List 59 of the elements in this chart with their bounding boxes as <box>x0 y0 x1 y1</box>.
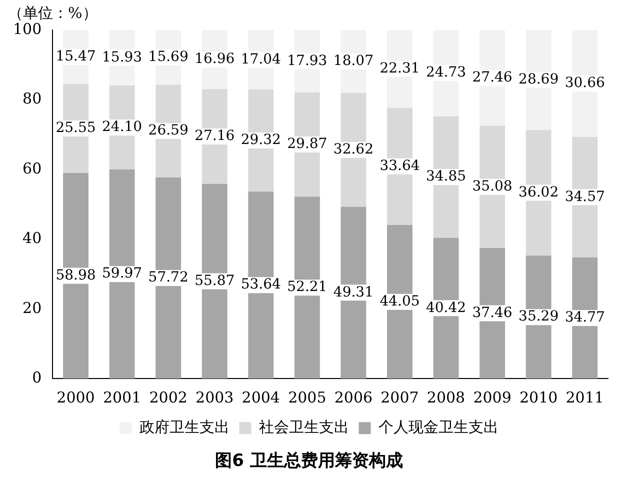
data-label: 57.72 <box>148 270 188 286</box>
legend-label: 社会卫生支出 <box>258 418 349 436</box>
data-label: 30.66 <box>564 75 605 92</box>
data-label: 17.04 <box>240 51 282 68</box>
data-label: 17.93 <box>287 52 328 69</box>
data-label: 24.73 <box>426 64 466 81</box>
data-label: 52.21 <box>287 279 328 296</box>
y-tick-label: 60 <box>22 159 42 178</box>
data-label: 26.59 <box>148 122 188 139</box>
data-label: 18.07 <box>333 53 374 70</box>
data-label: 53.64 <box>240 276 282 293</box>
data-label: 49.31 <box>333 284 374 300</box>
data-label: 28.69 <box>518 72 559 88</box>
data-label: 34.57 <box>564 188 605 205</box>
data-label: 35.08 <box>472 178 512 195</box>
data-label: 44.05 <box>380 293 420 310</box>
y-tick-label: 80 <box>22 90 42 108</box>
x-tick-label: 2001 <box>102 388 142 406</box>
data-label: 15.69 <box>148 48 188 65</box>
data-label: 27.46 <box>472 70 512 86</box>
data-label: 29.32 <box>240 132 281 148</box>
data-label: 33.64 <box>380 158 420 174</box>
x-tick-label: 2005 <box>288 388 326 406</box>
data-label: 24.10 <box>102 119 142 136</box>
y-tick-label: 0 <box>32 368 42 386</box>
x-tick-label: 2009 <box>473 388 512 406</box>
data-label: 34.77 <box>564 310 605 326</box>
y-axis-title: （单位：%） <box>8 4 98 22</box>
x-tick-label: 2007 <box>380 388 419 406</box>
data-label: 22.31 <box>380 60 420 77</box>
data-label: 32.62 <box>333 141 374 158</box>
data-label: 27.16 <box>194 128 235 144</box>
x-tick-label: 2006 <box>334 388 373 406</box>
data-label: 55.87 <box>194 272 235 289</box>
data-label: 58.98 <box>56 267 96 284</box>
data-label: 15.93 <box>102 49 142 66</box>
data-label: 40.42 <box>426 300 466 316</box>
data-label: 29.87 <box>287 136 328 152</box>
x-tick-label: 2011 <box>566 388 604 406</box>
data-label: 37.46 <box>472 304 512 321</box>
x-tick-label: 2003 <box>196 388 234 406</box>
x-tick-label: 2004 <box>242 388 280 406</box>
x-tick-label: 2002 <box>149 388 188 406</box>
legend-label: 政府卫生支出 <box>139 418 230 436</box>
y-tick-label: 100 <box>12 20 42 38</box>
y-tick-label: 40 <box>22 229 42 248</box>
data-label: 59.97 <box>102 266 142 282</box>
data-label: 34.85 <box>426 168 466 185</box>
y-tick-label: 20 <box>22 298 42 317</box>
x-tick-label: 2000 <box>56 388 95 406</box>
data-label: 35.29 <box>518 308 559 325</box>
data-label: 25.55 <box>56 120 96 136</box>
legend-label: 个人现金卫生支出 <box>378 418 498 436</box>
data-label: 16.96 <box>194 51 235 68</box>
x-tick-label: 2010 <box>519 388 558 406</box>
data-label: 15.47 <box>56 48 96 65</box>
text: 图6 卫生总费用筹资构成 <box>215 451 403 472</box>
data-label: 36.02 <box>518 184 559 200</box>
x-tick-label: 2008 <box>426 388 466 406</box>
